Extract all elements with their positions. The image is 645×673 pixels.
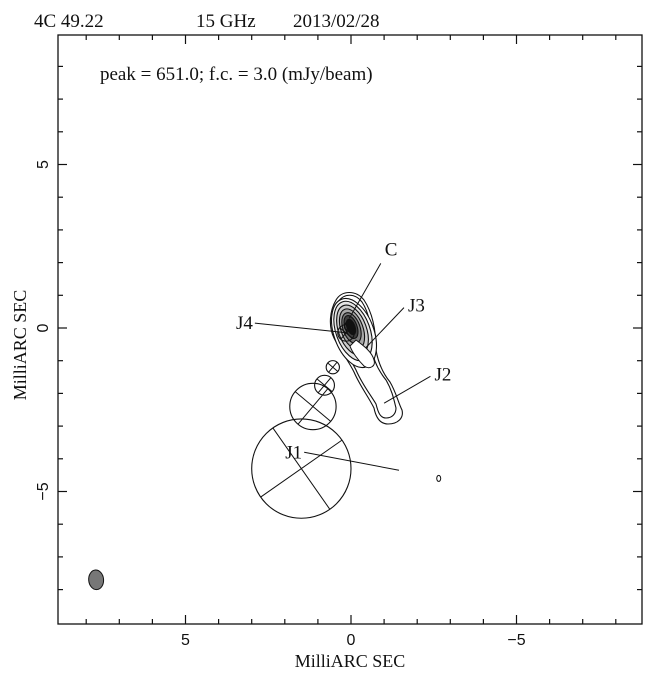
y-axis-title: MilliARC SEC [10, 290, 30, 401]
component-label-j1: J1 [285, 442, 302, 463]
y-tick-label: 0 [35, 323, 52, 332]
model-components [251, 320, 355, 519]
contour-layers [329, 291, 442, 482]
label-leader-j3 [365, 307, 405, 348]
model-component [251, 418, 352, 519]
tick-labels: 5 0 −5 5 0 −5 [35, 160, 526, 649]
label-leader-j1 [304, 451, 400, 471]
restoring-beam [88, 569, 105, 591]
plot-frame [57, 34, 643, 625]
header-date: 2013/02/28 [293, 11, 380, 32]
x-tick-label: 0 [347, 632, 356, 649]
chart-annotation: peak = 651.0; f.c. = 3.0 (mJy/beam) [100, 64, 373, 85]
header-frequency: 15 GHz [196, 11, 256, 32]
component-label-j2: J2 [434, 364, 451, 385]
component-labels: C J3 J4 J2 J1 [236, 239, 451, 471]
header-source: 4C 49.22 [34, 11, 104, 32]
label-leader-j4 [254, 322, 348, 334]
y-tick-label: −5 [35, 482, 52, 500]
x-axis-title: MilliARC SEC [295, 651, 406, 671]
label-leader-c [348, 263, 382, 319]
component-label-j3: J3 [408, 296, 425, 317]
x-tick-label: 5 [181, 632, 190, 649]
contour-small-feature [436, 474, 442, 482]
x-tick-label: −5 [507, 632, 525, 649]
contour-jet-inner [349, 339, 375, 369]
label-leader-j2 [383, 375, 431, 404]
model-component [314, 374, 335, 396]
model-component [325, 360, 340, 375]
model-component [289, 382, 337, 431]
y-tick-label: 5 [35, 160, 52, 169]
component-label-c: C [385, 239, 398, 260]
axis-ticks [58, 35, 642, 624]
component-label-j4: J4 [236, 313, 253, 334]
